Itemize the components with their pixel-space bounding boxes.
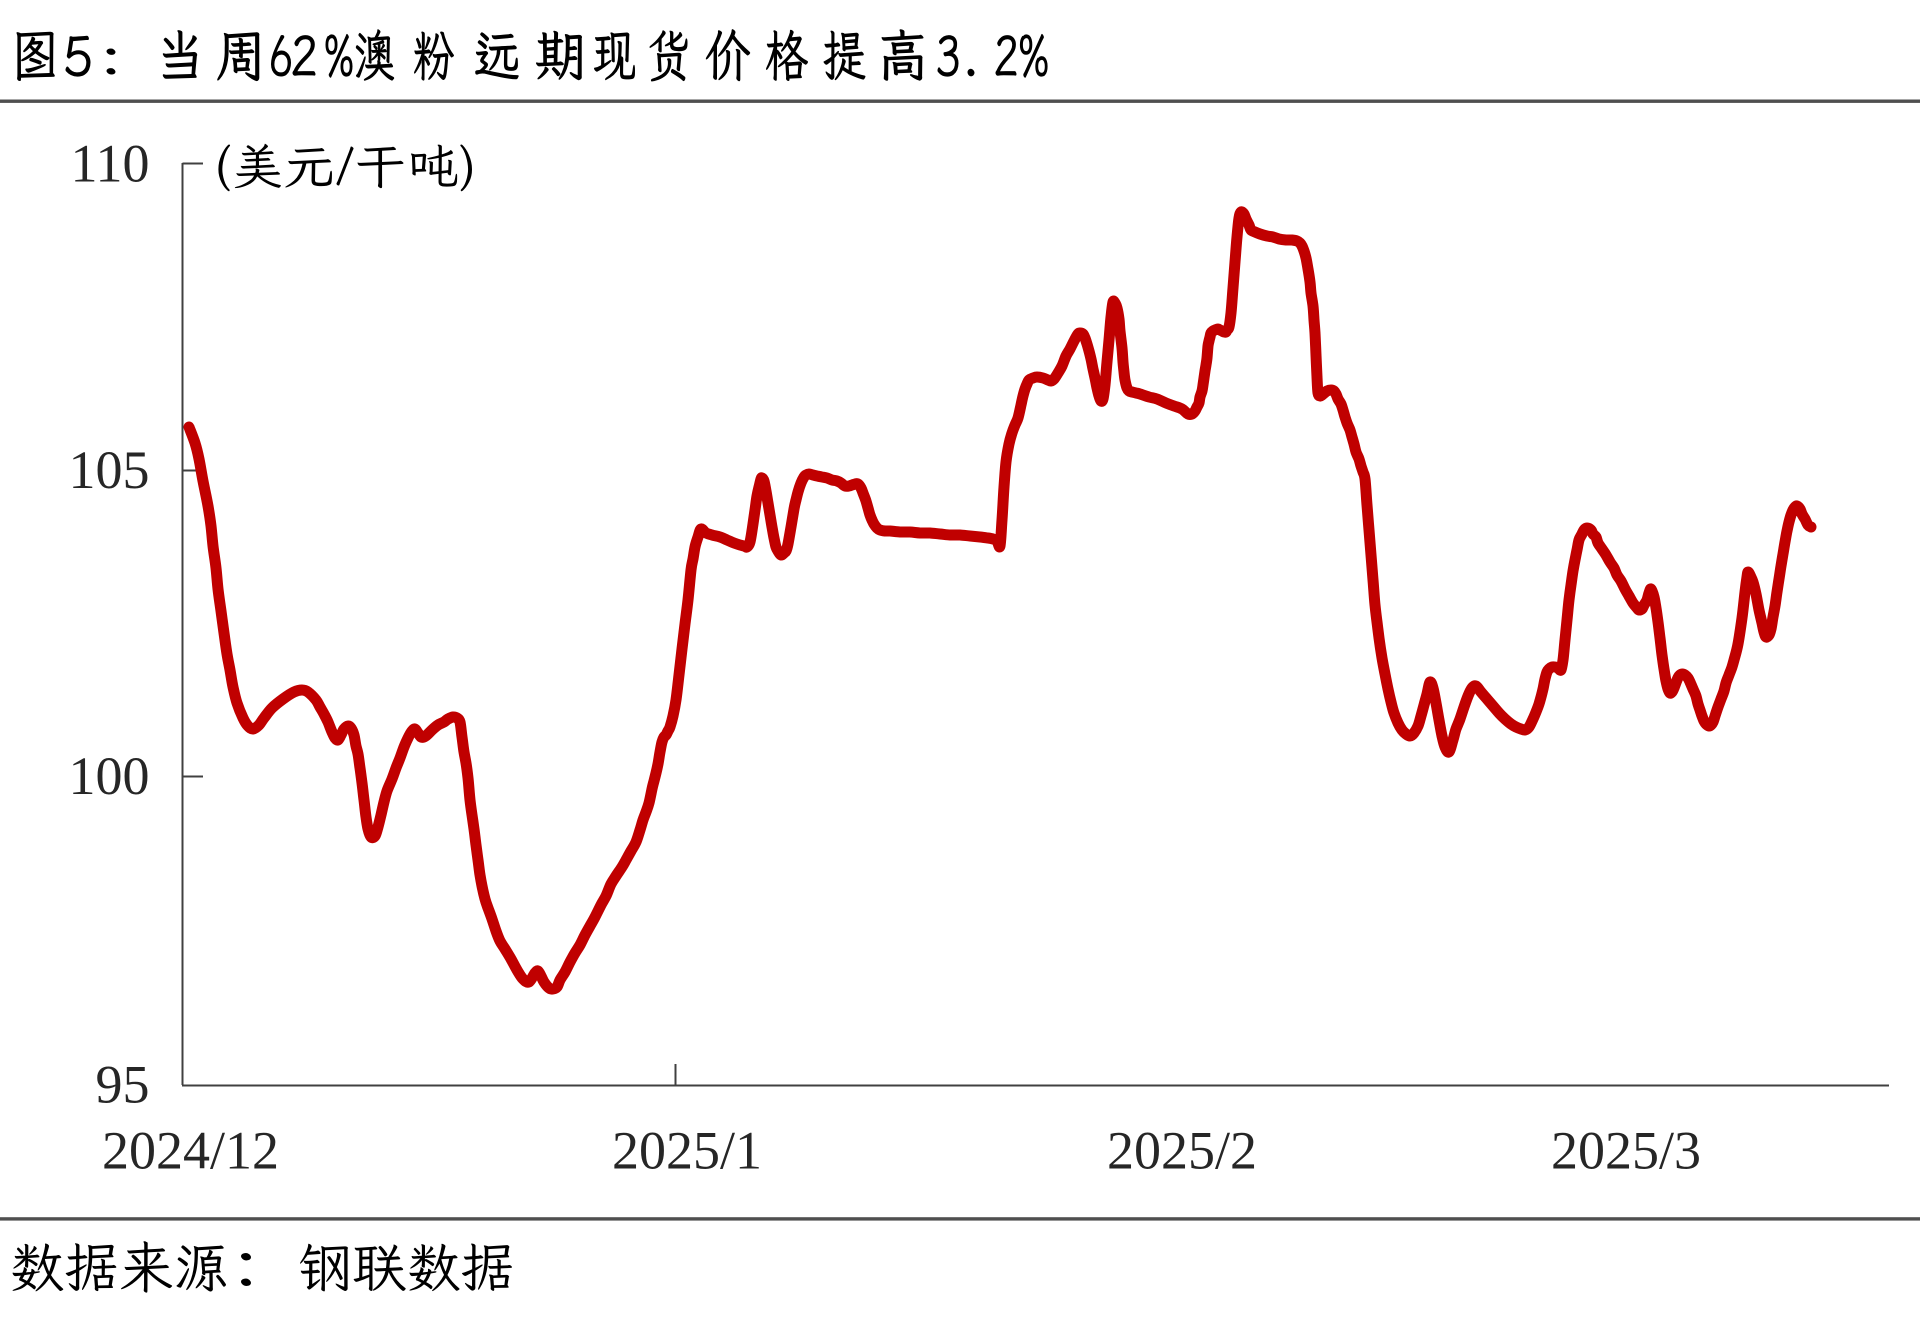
svg-text:2024/12: 2024/12: [102, 1121, 279, 1181]
svg-text:100: 100: [69, 746, 150, 806]
svg-text:105: 105: [69, 440, 150, 500]
svg-text:95: 95: [96, 1055, 150, 1115]
svg-text:2025/3: 2025/3: [1551, 1121, 1701, 1181]
svg-text:2025/1: 2025/1: [612, 1121, 762, 1181]
svg-text:110: 110: [71, 134, 150, 194]
svg-text:2025/2: 2025/2: [1107, 1121, 1257, 1181]
